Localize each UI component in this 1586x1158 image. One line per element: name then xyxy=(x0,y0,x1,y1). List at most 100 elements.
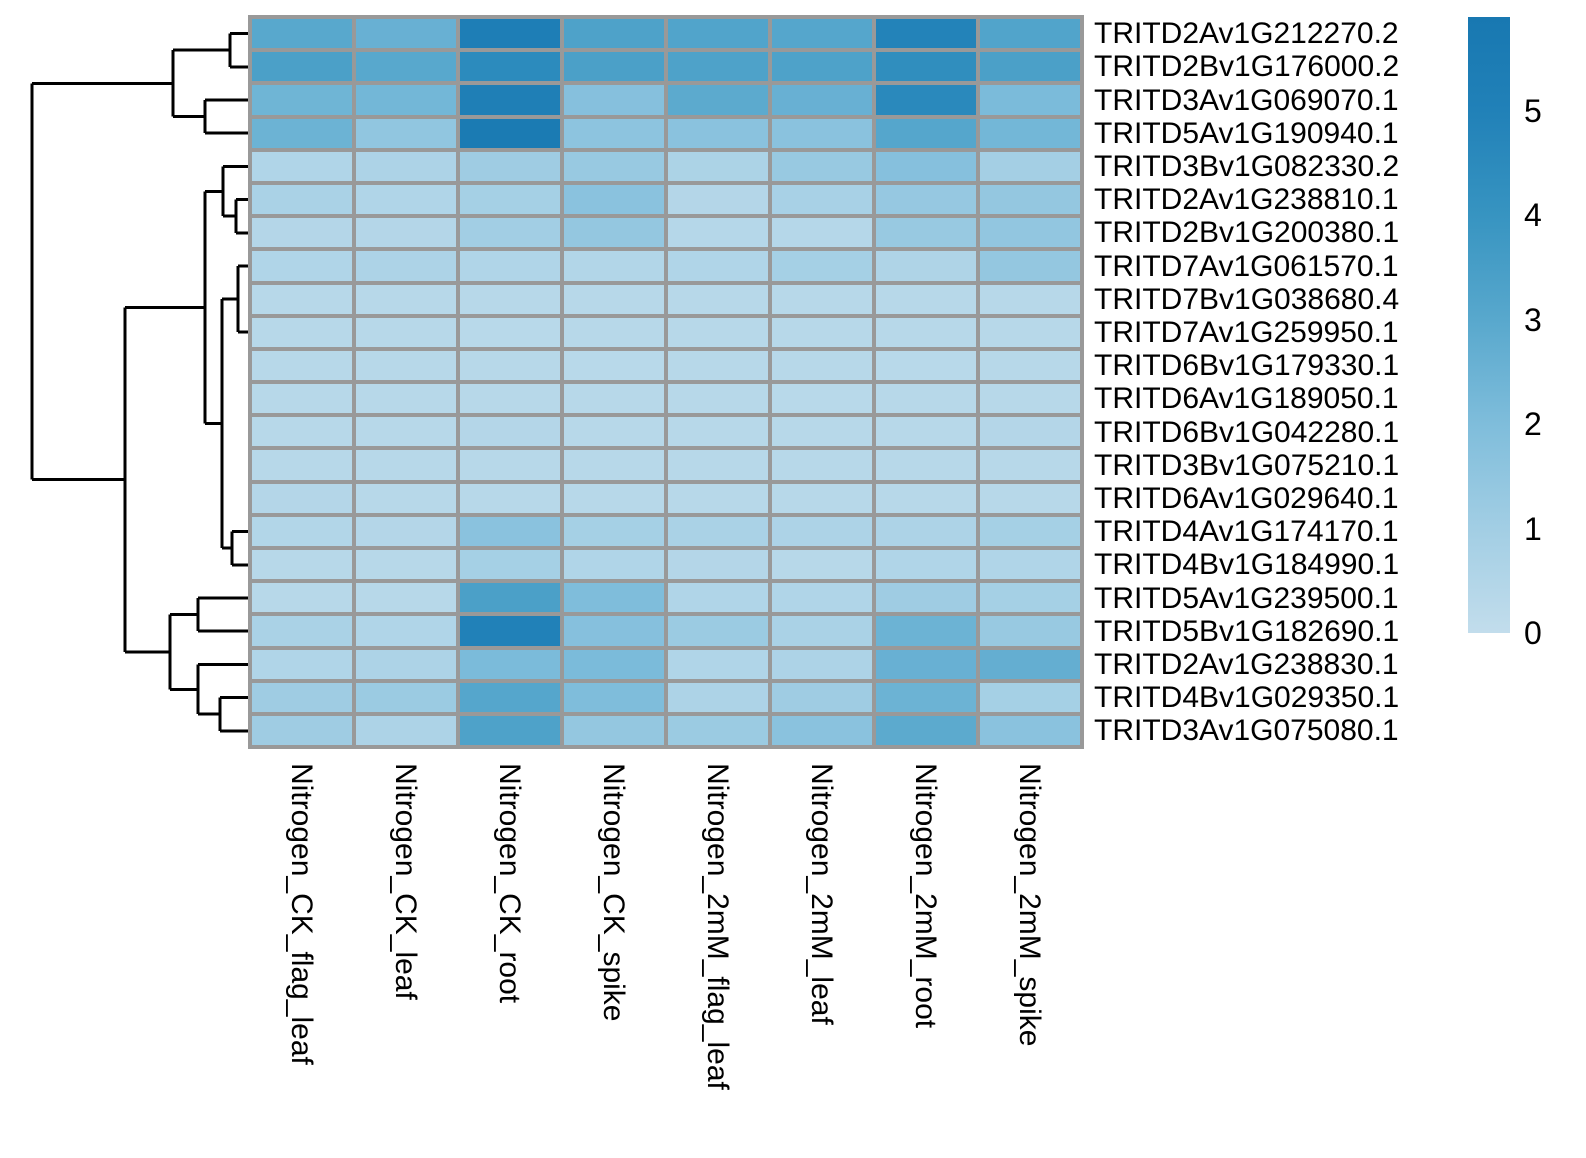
heatmap-cell xyxy=(876,417,976,447)
heatmap-cell xyxy=(772,516,872,546)
heatmap-cell xyxy=(668,715,768,746)
heatmap-cell xyxy=(876,682,976,712)
heatmap-cell xyxy=(876,317,976,347)
row-label: TRITD5Av1G190940.1 xyxy=(1094,116,1399,150)
heatmap-cell xyxy=(252,715,352,746)
heatmap-cell xyxy=(460,184,560,215)
row-label: TRITD2Bv1G200380.1 xyxy=(1094,216,1400,250)
heatmap-cell xyxy=(980,649,1080,679)
heatmap-cell xyxy=(876,19,976,49)
heatmap-cell xyxy=(668,384,768,414)
heatmap-cell xyxy=(980,284,1080,314)
heatmap-cell xyxy=(668,616,768,646)
heatmap-cell xyxy=(876,184,976,215)
heatmap-cell xyxy=(252,550,352,580)
heatmap-cell xyxy=(356,516,456,546)
heatmap-cell xyxy=(252,284,352,314)
heatmap-cell xyxy=(668,317,768,347)
colorbar-gradient xyxy=(1468,17,1510,633)
heatmap-cell xyxy=(980,317,1080,347)
heatmap-cell xyxy=(668,483,768,513)
heatmap-cell xyxy=(980,52,1080,82)
heatmap-cell xyxy=(356,19,456,49)
heatmap-cell xyxy=(668,682,768,712)
row-label: TRITD6Av1G189050.1 xyxy=(1094,382,1399,416)
heatmap-cell xyxy=(356,616,456,646)
heatmap-cell xyxy=(876,284,976,314)
column-label: Nitrogen_2mM_flag_leaf xyxy=(701,763,734,1090)
row-label: TRITD3Av1G069070.1 xyxy=(1094,83,1399,117)
heatmap-cell xyxy=(356,151,456,181)
heatmap-cell xyxy=(564,583,664,613)
heatmap-cell xyxy=(564,151,664,181)
heatmap-cell xyxy=(772,317,872,347)
heatmap-cell xyxy=(356,317,456,347)
row-label: TRITD7Bv1G038680.4 xyxy=(1094,282,1400,316)
row-label: TRITD3Bv1G082330.2 xyxy=(1094,149,1400,183)
heatmap-cell xyxy=(460,583,560,613)
heatmap-cell xyxy=(460,218,560,248)
heatmap-cell xyxy=(460,350,560,381)
heatmap-cell xyxy=(252,184,352,215)
column-label: Nitrogen_2mM_leaf xyxy=(805,763,838,1025)
column-label: Nitrogen_CK_root xyxy=(493,763,526,1004)
heatmap-cell xyxy=(460,483,560,513)
heatmap-cell xyxy=(564,218,664,248)
row-label: TRITD2Bv1G176000.2 xyxy=(1094,50,1400,84)
row-label: TRITD3Av1G075080.1 xyxy=(1094,714,1399,748)
heatmap-cell xyxy=(460,616,560,646)
heatmap-cell xyxy=(460,317,560,347)
heatmap-cell xyxy=(356,583,456,613)
heatmap-cell xyxy=(772,715,872,746)
heatmap-cell xyxy=(980,218,1080,248)
heatmap-cell xyxy=(252,682,352,712)
column-label: Nitrogen_2mM_root xyxy=(909,763,942,1029)
heatmap-cell xyxy=(668,251,768,281)
heatmap-cell xyxy=(356,417,456,447)
heatmap-cell xyxy=(876,52,976,82)
heatmap-cell xyxy=(772,350,872,381)
heatmap-cell xyxy=(772,118,872,148)
row-label: TRITD4Bv1G029350.1 xyxy=(1094,681,1400,715)
heatmap-cell xyxy=(252,384,352,414)
heatmap-cell xyxy=(460,450,560,480)
heatmap-cell xyxy=(772,682,872,712)
heatmap-cell xyxy=(668,284,768,314)
heatmap-cell xyxy=(980,715,1080,746)
row-label: TRITD5Bv1G182690.1 xyxy=(1094,614,1400,648)
heatmap-cell xyxy=(564,450,664,480)
heatmap-cell xyxy=(772,85,872,115)
heatmap-cell xyxy=(980,19,1080,49)
heatmap-cell xyxy=(668,19,768,49)
column-label: Nitrogen_CK_spike xyxy=(597,763,630,1022)
heatmap-cell xyxy=(668,184,768,215)
heatmap-cell xyxy=(460,649,560,679)
heatmap-cell xyxy=(772,649,872,679)
heatmap-cell xyxy=(980,616,1080,646)
heatmap-cell xyxy=(772,616,872,646)
heatmap-cell xyxy=(876,715,976,746)
heatmap-cell xyxy=(876,151,976,181)
heatmap-cell xyxy=(876,218,976,248)
heatmap-cell xyxy=(980,384,1080,414)
heatmap-cell xyxy=(668,550,768,580)
heatmap-cell xyxy=(460,384,560,414)
row-label: TRITD6Av1G029640.1 xyxy=(1094,481,1399,515)
row-label: TRITD6Bv1G179330.1 xyxy=(1094,349,1400,383)
heatmap-cell xyxy=(356,715,456,746)
heatmap-cell xyxy=(980,118,1080,148)
row-label: TRITD6Bv1G042280.1 xyxy=(1094,415,1400,449)
heatmap-cell xyxy=(564,118,664,148)
heatmap-cell xyxy=(252,251,352,281)
heatmap-cell xyxy=(356,483,456,513)
heatmap-cell xyxy=(668,417,768,447)
heatmap-cell xyxy=(564,550,664,580)
heatmap-cell xyxy=(668,516,768,546)
heatmap-cell xyxy=(876,251,976,281)
column-label: Nitrogen_CK_leaf xyxy=(389,763,422,1000)
heatmap-cell xyxy=(668,649,768,679)
column-label: Nitrogen_2mM_spike xyxy=(1013,763,1046,1047)
heatmap-cell xyxy=(668,118,768,148)
heatmap-cell xyxy=(980,251,1080,281)
heatmap-cell xyxy=(980,583,1080,613)
